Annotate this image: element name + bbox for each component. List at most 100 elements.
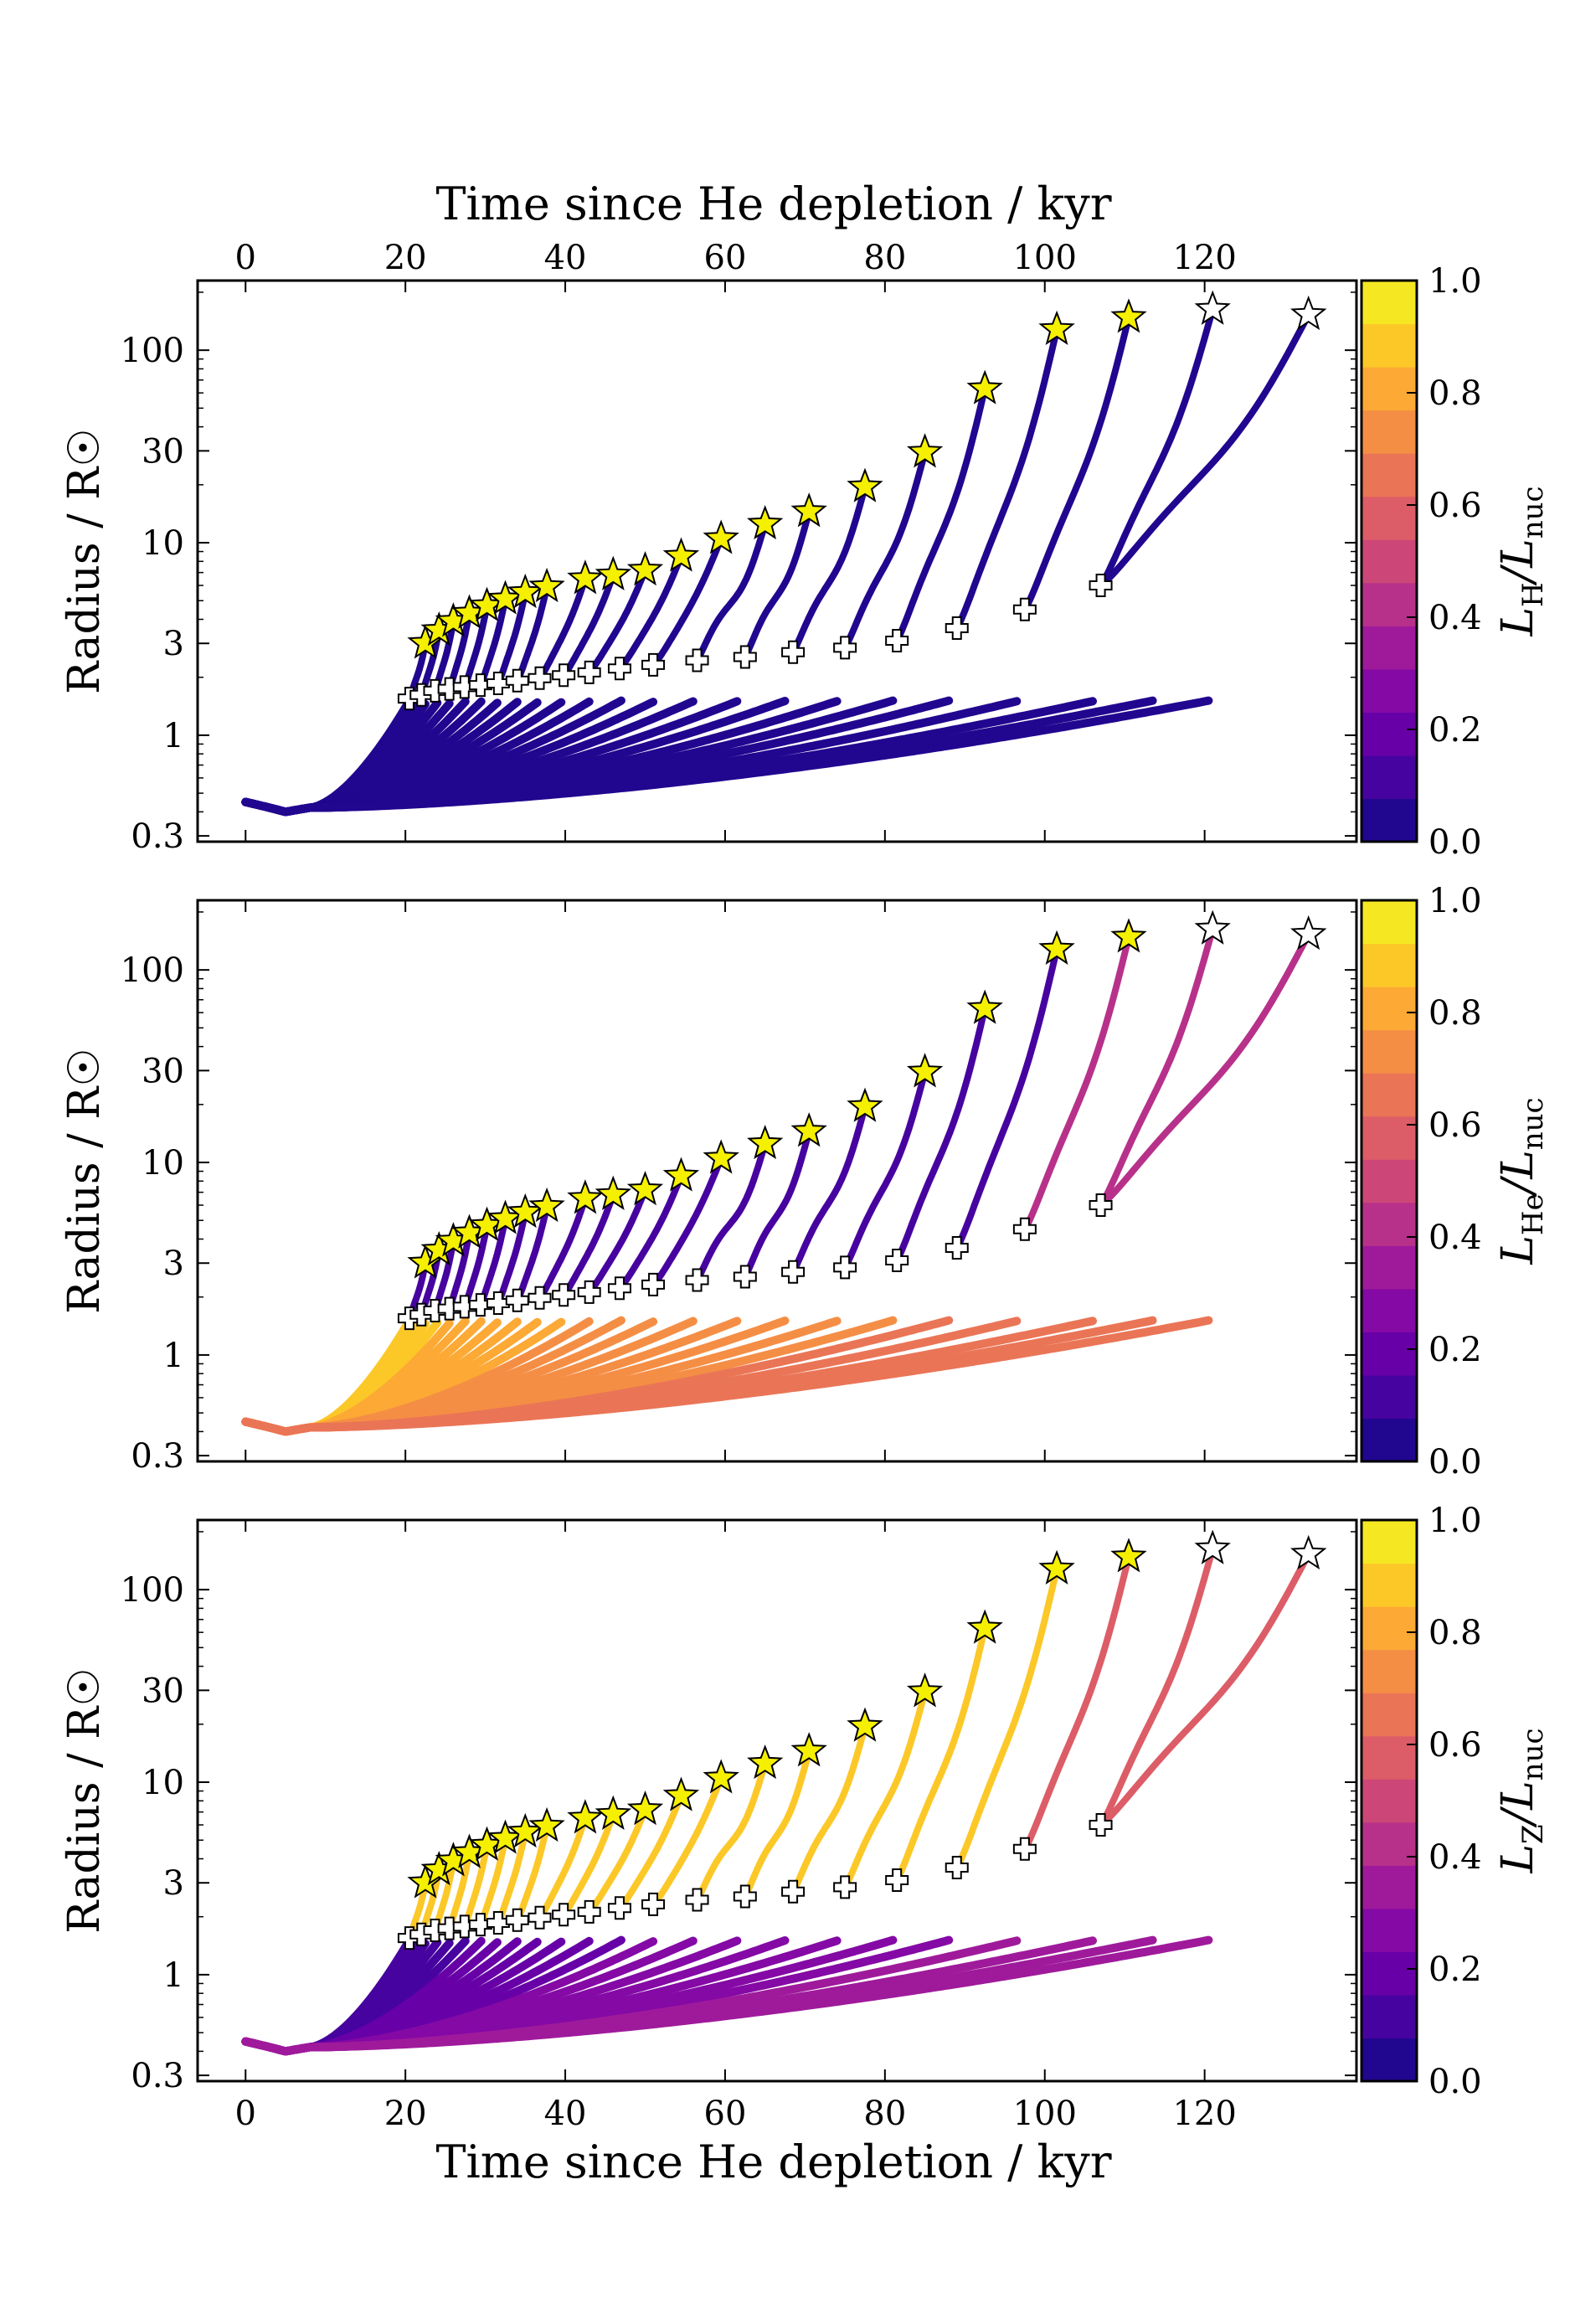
- x-tick-label: 80: [863, 2095, 906, 2133]
- cross-marker-12: [641, 652, 666, 677]
- cross-marker-7: [505, 1908, 529, 1932]
- cross-marker-17: [885, 628, 909, 652]
- x-tick-label: 0: [235, 2095, 256, 2133]
- track-upper-19: [1021, 314, 1132, 613]
- cross-marker-16: [833, 1875, 857, 1899]
- track-upper-8: [536, 1195, 589, 1301]
- x-tick-label: 120: [1172, 2095, 1236, 2133]
- cross-marker-9: [552, 1903, 576, 1927]
- star-marker-16: [906, 1672, 944, 1708]
- top-x-tick-label: 120: [1172, 239, 1236, 277]
- colorbar-metals: 0.0 0.2 0.4 0.6 0.8 1.0 LZ/Lnuc: [1360, 1502, 1550, 2101]
- cross-marker-19: [1012, 1217, 1037, 1241]
- track-upper-9: [560, 1811, 617, 1919]
- colorbar-level: [1362, 539, 1417, 584]
- colorbar-tick-label: 0.6: [1428, 1726, 1482, 1765]
- cross-marker-5: [468, 1293, 492, 1317]
- plot-area-helium: [241, 925, 1312, 1436]
- colorbar-level: [1362, 626, 1417, 670]
- star-marker-9: [595, 555, 632, 590]
- track-upper-16: [842, 1069, 929, 1271]
- cross-marker-20: [1089, 1813, 1113, 1837]
- star-marker-18: [1038, 930, 1075, 965]
- top-x-tick-label: 0: [235, 239, 256, 277]
- colorbar-level: [1362, 1606, 1417, 1651]
- colorbar-label: LZ/Lnuc: [1493, 1728, 1550, 1873]
- star-marker-20: [1194, 1529, 1231, 1564]
- colorbar-level: [1362, 1332, 1417, 1376]
- y-tick-label: 1: [163, 1337, 184, 1375]
- track-upper-14: [741, 1127, 813, 1281]
- cross-marker-4: [452, 1914, 476, 1939]
- x-tick-label: 20: [384, 2095, 427, 2133]
- colorbar-level: [1362, 900, 1417, 945]
- track-upper-19: [1021, 934, 1132, 1233]
- track-upper-20: [1097, 306, 1217, 589]
- y-axis-label: Radius / R☉: [59, 428, 110, 694]
- track-upper-17: [893, 385, 989, 644]
- colorbar-tick-label: 0.2: [1428, 711, 1482, 750]
- star-marker-15: [847, 467, 883, 502]
- cross-marker-10: [577, 1899, 601, 1924]
- star-marker-21: [1290, 915, 1327, 951]
- cross-marker-9: [552, 1283, 576, 1307]
- colorbar-tick-label: 0.4: [1428, 1219, 1482, 1257]
- track-upper-13: [693, 1760, 769, 1904]
- star-marker-10: [626, 1170, 664, 1206]
- track-upper-8: [536, 575, 589, 682]
- cross-marker-12: [641, 1272, 666, 1296]
- y-axis-label: Radius / R☉: [59, 1048, 110, 1314]
- cross-marker-11: [607, 1896, 631, 1920]
- cross-marker-16: [833, 636, 857, 660]
- colorbar-level: [1362, 1563, 1417, 1607]
- colorbar-level: [1362, 582, 1417, 626]
- y-tick-label: 0.3: [131, 817, 184, 856]
- star-marker-7: [528, 567, 565, 603]
- star-marker-10: [626, 1790, 664, 1826]
- y-tick-label: 3: [163, 625, 184, 663]
- x-tick-label: 40: [544, 2095, 587, 2133]
- track-upper-18: [953, 1565, 1061, 1871]
- track-upper-9: [560, 571, 617, 679]
- cross-marker-11: [607, 1276, 631, 1301]
- colorbar-level: [1362, 1779, 1417, 1823]
- star-marker-13: [747, 1124, 784, 1160]
- track-upper-16: [842, 449, 929, 652]
- y-tick-label: 0.3: [131, 2057, 184, 2095]
- colorbar-helium: 0.0 0.2 0.4 0.6 0.8 1.0 LHe/Lnuc: [1360, 882, 1550, 1481]
- track-lower-23: [241, 1935, 1213, 2056]
- y-tick-label: 1: [163, 1956, 184, 1995]
- star-marker-15: [847, 1087, 883, 1122]
- star-marker-20: [1194, 290, 1231, 325]
- star-marker-7: [528, 1806, 565, 1842]
- track-upper-11: [616, 553, 685, 672]
- star-marker-12: [703, 1759, 739, 1794]
- cross-marker-17: [885, 1248, 909, 1272]
- track-upper-11: [616, 1792, 685, 1912]
- cross-marker-14: [733, 645, 757, 669]
- star-marker-7: [528, 1187, 565, 1223]
- track-upper-21: [1097, 311, 1312, 589]
- star-marker-14: [790, 1112, 827, 1147]
- star-marker-16: [906, 1053, 944, 1088]
- track-upper-14: [741, 508, 813, 661]
- track-upper-15: [790, 1723, 868, 1895]
- y-tick-label: 30: [142, 1672, 184, 1710]
- star-marker-13: [747, 1744, 784, 1780]
- colorbar-level: [1362, 1029, 1417, 1074]
- star-marker-16: [906, 433, 944, 468]
- colorbar-level: [1362, 1520, 1417, 1564]
- cross-marker-15: [781, 1879, 806, 1904]
- colorbar-level: [1362, 1994, 1417, 2039]
- cross-marker-15: [781, 1260, 806, 1284]
- colorbar-tick-label: 0.2: [1428, 1331, 1482, 1369]
- star-marker-13: [747, 504, 784, 540]
- colorbar-level: [1362, 1951, 1417, 1996]
- colorbar-level: [1362, 1735, 1417, 1780]
- colorbar-tick-label: 0.8: [1428, 1614, 1482, 1652]
- cross-marker-7: [505, 668, 529, 693]
- colorbar-tick-label: 0.2: [1428, 1950, 1482, 1989]
- star-marker-11: [662, 1157, 700, 1192]
- colorbar-level: [1362, 1288, 1417, 1332]
